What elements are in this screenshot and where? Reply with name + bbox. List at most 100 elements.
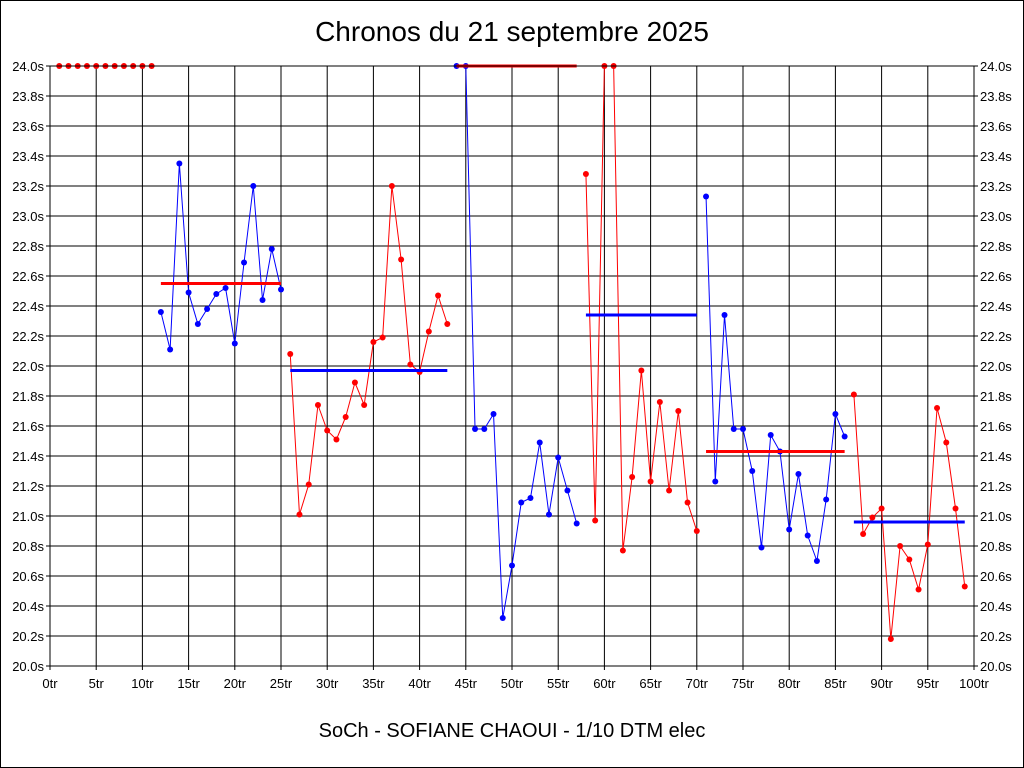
series-point [924,541,931,548]
series-point [444,321,451,327]
y-tick-label-right: 23.8s [980,89,1012,104]
series-point [194,321,201,327]
series-point [407,361,414,368]
series-point [564,487,571,494]
series-point [943,439,950,446]
y-tick-label-right: 24.0s [980,59,1012,74]
series-point [296,511,303,518]
x-tick-label: 70tr [686,676,709,691]
series-point [656,399,663,405]
x-tick-label: 0tr [42,676,58,691]
series-point [804,532,811,539]
series-point [767,432,774,438]
series-point [472,426,479,432]
series-point [693,528,700,534]
series-point [841,433,848,440]
y-tick-label-left: 22.4s [12,299,44,314]
series-point [481,426,488,432]
series-point [897,543,904,549]
series-point [952,505,959,512]
series-point [582,171,589,177]
series-point [324,427,331,434]
series-point [795,471,802,477]
series-point [721,312,728,318]
y-tick-label-right: 22.2s [980,329,1012,344]
y-tick-label-right: 21.0s [980,509,1012,524]
x-tick-label: 100tr [959,676,989,691]
y-tick-label-right: 21.4s [980,449,1012,464]
y-tick-label-left: 21.0s [12,509,44,524]
y-tick-label-left: 24.0s [12,59,44,74]
x-tick-label: 50tr [501,676,524,691]
x-tick-label: 35tr [362,676,385,691]
y-tick-label-left: 22.0s [12,359,44,374]
series-point [832,411,839,417]
x-tick-label: 25tr [270,676,293,691]
y-tick-label-left: 20.6s [12,569,44,584]
series-point [703,193,710,200]
y-tick-label-left: 21.4s [12,449,44,464]
y-tick-label-left: 23.4s [12,149,44,164]
x-tick-label: 20tr [224,676,247,691]
y-tick-label-left: 20.8s [12,539,44,554]
x-tick-label: 30tr [316,676,339,691]
series-point [241,259,248,266]
y-tick-label-left: 21.6s [12,419,44,434]
series-point [878,505,885,512]
y-tick-label-left: 23.8s [12,89,44,104]
plot-border [49,65,975,667]
chart-footer: SoCh - SOFIANE CHAOUI - 1/10 DTM elec [318,720,706,742]
series-point [388,183,395,189]
series-point [287,351,294,357]
y-tick-label-right: 20.0s [980,659,1012,674]
x-tick-label: 65tr [639,676,662,691]
series-point [536,439,543,446]
y-tick-label-right: 23.0s [980,209,1012,224]
series-point [915,586,922,593]
y-tick-label-right: 21.6s [980,419,1012,434]
y-tick-label-right: 20.4s [980,599,1012,614]
y-tick-label-right: 20.6s [980,569,1012,584]
series-point [425,328,432,335]
series-point [850,391,857,398]
y-tick-label-right: 21.2s [980,479,1012,494]
series-point [666,487,673,494]
y-tick-label-right: 22.8s [980,239,1012,254]
y-tick-label-right: 20.8s [980,539,1012,554]
series-point [185,289,192,296]
series-point [749,468,756,474]
x-tick-label: 60tr [593,676,616,691]
series-point [167,346,174,353]
series-point [961,583,968,590]
y-tick-label-right: 23.2s [980,179,1012,194]
x-tick-label: 95tr [917,676,940,691]
series-point [823,496,830,503]
y-tick-label-left: 20.2s [12,629,44,644]
series-point [342,414,349,420]
series-point [278,286,284,293]
series-point [813,558,820,564]
y-tick-label-right: 21.8s [980,389,1012,404]
series-point [934,405,941,411]
chart-title: Chronos du 21 septembre 2025 [315,16,709,47]
series-point [684,499,691,506]
series-point [250,183,257,189]
series-line [289,185,448,515]
y-tick-label-left: 21.2s [12,479,44,494]
y-tick-label-left: 23.0s [12,209,44,224]
series-point [379,334,386,341]
series-point [518,499,525,506]
series-point [398,256,405,263]
y-tick-label-right: 22.6s [980,269,1012,284]
series-point [231,340,238,347]
y-tick-label-left: 20.4s [12,599,44,614]
x-tick-label: 90tr [870,676,893,691]
series-point [887,636,894,642]
x-tick-label: 55tr [547,676,570,691]
y-tick-label-right: 20.2s [980,629,1012,644]
series-point [509,562,515,569]
x-tick-label: 5tr [89,676,105,691]
series-point [268,246,275,252]
series-point [629,474,636,480]
